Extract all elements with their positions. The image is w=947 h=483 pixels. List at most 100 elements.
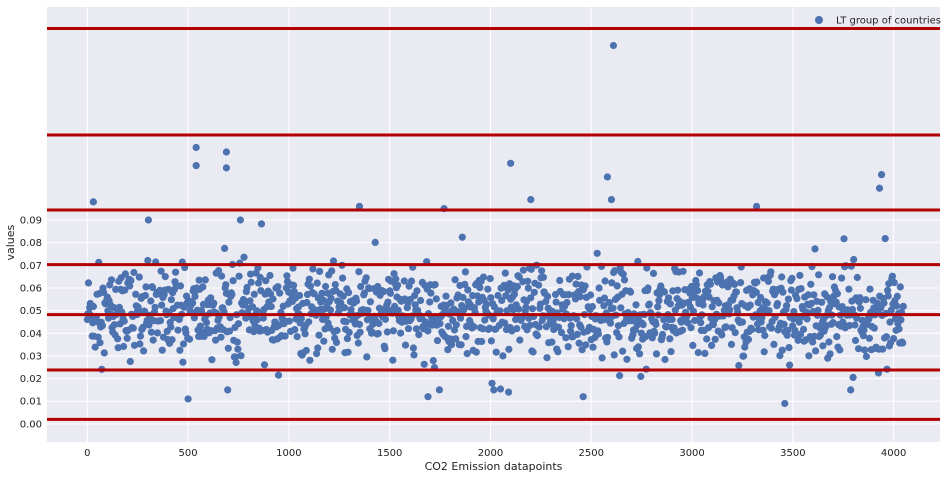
data-point-outlier — [609, 41, 618, 50]
data-point — [147, 297, 155, 305]
data-point — [717, 273, 725, 281]
legend-marker — [815, 16, 823, 24]
x-tick-label: 2000 — [478, 448, 503, 459]
x-tick-label: 4000 — [881, 448, 906, 459]
data-point — [576, 293, 584, 301]
data-point — [301, 330, 309, 338]
data-point — [447, 299, 455, 307]
data-point — [726, 306, 734, 314]
data-point — [212, 336, 220, 344]
data-point — [291, 326, 299, 334]
data-point — [619, 270, 627, 278]
data-point — [458, 233, 466, 241]
data-point — [708, 303, 716, 311]
data-point — [812, 347, 820, 355]
data-point — [608, 279, 616, 287]
data-point — [120, 317, 128, 325]
data-point — [318, 289, 326, 297]
data-point — [862, 296, 870, 304]
data-point-outlier — [607, 195, 616, 204]
data-point — [179, 358, 187, 366]
data-point-outlier — [192, 143, 200, 152]
data-point — [100, 349, 108, 357]
data-point — [247, 278, 255, 286]
data-point — [210, 299, 218, 307]
data-point — [695, 269, 704, 277]
data-point — [674, 286, 682, 294]
data-point — [144, 256, 152, 265]
data-point — [339, 274, 347, 282]
data-point — [452, 321, 460, 329]
data-point — [174, 326, 182, 334]
data-point — [303, 298, 311, 307]
data-point — [554, 323, 563, 331]
data-point — [623, 355, 631, 363]
data-point — [574, 272, 582, 280]
data-point — [267, 303, 275, 311]
data-point — [413, 287, 421, 295]
data-point — [787, 286, 796, 294]
data-point — [431, 281, 439, 289]
data-point — [603, 333, 612, 341]
data-point — [748, 325, 756, 334]
data-point — [266, 271, 274, 280]
data-point — [744, 335, 753, 344]
data-point — [644, 284, 652, 292]
data-point — [899, 302, 907, 310]
data-point — [400, 277, 408, 285]
data-point — [799, 325, 808, 333]
data-point — [740, 352, 748, 360]
data-point — [232, 358, 240, 367]
data-point — [784, 295, 793, 303]
data-point — [538, 267, 546, 275]
data-point — [866, 285, 874, 293]
data-point — [426, 298, 434, 306]
data-point — [432, 295, 440, 303]
data-point — [381, 315, 390, 323]
data-point — [706, 280, 715, 288]
data-point — [179, 340, 188, 348]
data-point — [649, 269, 658, 277]
data-point — [339, 292, 347, 300]
data-point — [861, 346, 869, 354]
data-point — [594, 330, 603, 338]
data-point — [114, 344, 122, 352]
data-point — [433, 337, 442, 345]
data-point — [344, 348, 352, 356]
data-point — [340, 304, 348, 312]
data-point — [666, 300, 675, 308]
data-point — [149, 283, 157, 292]
data-point — [191, 292, 199, 300]
data-point — [126, 357, 134, 366]
data-point — [153, 329, 162, 337]
y-tick-label: 0.02 — [20, 374, 42, 385]
data-point-outlier — [424, 393, 432, 401]
data-point — [529, 348, 537, 356]
data-point — [98, 322, 106, 330]
data-point — [481, 316, 489, 324]
data-point — [893, 302, 901, 310]
data-point — [389, 356, 397, 364]
data-point — [786, 361, 794, 369]
data-point — [412, 325, 420, 333]
data-point — [554, 348, 562, 356]
data-point — [269, 295, 277, 303]
data-point — [250, 328, 258, 336]
data-point — [127, 276, 135, 285]
data-point — [793, 295, 801, 303]
data-point — [290, 287, 298, 295]
data-point — [383, 328, 391, 336]
data-point — [176, 282, 185, 290]
data-point — [825, 304, 834, 312]
data-point — [333, 326, 341, 335]
data-point — [247, 270, 255, 278]
data-point — [829, 319, 837, 327]
data-point — [411, 301, 419, 309]
data-point — [785, 344, 793, 352]
data-point — [329, 257, 338, 265]
data-point — [595, 284, 603, 292]
data-point — [201, 276, 209, 284]
data-point — [315, 331, 323, 339]
data-point — [556, 276, 564, 285]
data-point — [484, 285, 492, 293]
